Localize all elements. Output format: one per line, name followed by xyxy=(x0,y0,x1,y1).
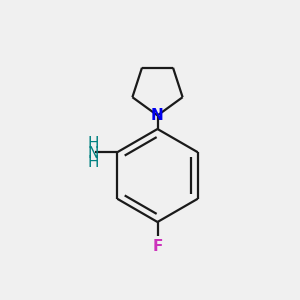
Text: N: N xyxy=(88,146,99,161)
Text: F: F xyxy=(152,239,163,254)
Text: N: N xyxy=(151,108,164,123)
Text: H: H xyxy=(88,136,99,152)
Text: H: H xyxy=(88,155,99,170)
